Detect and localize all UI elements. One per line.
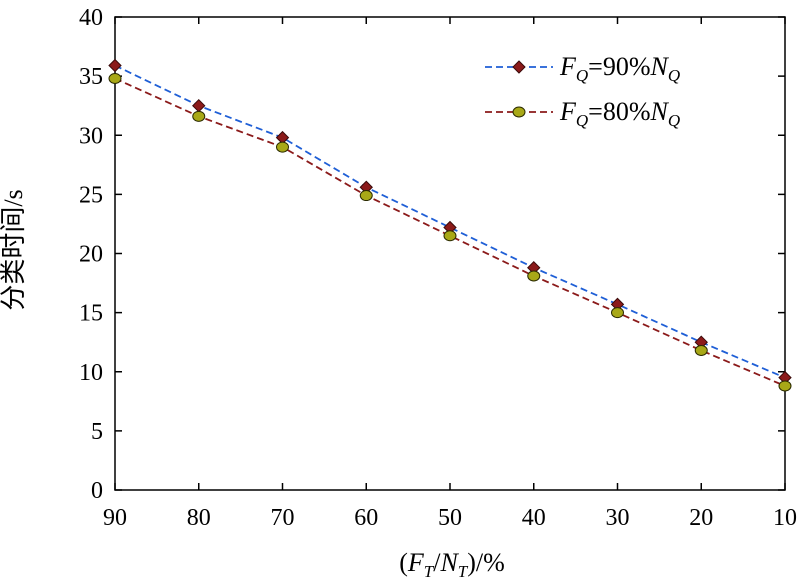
- data-point-circle: [108, 72, 122, 84]
- y-tick-label: 0: [91, 478, 103, 504]
- y-axis-label: 分类时间/s: [0, 189, 28, 310]
- y-tick-label: 25: [79, 182, 103, 208]
- series-2: [108, 72, 792, 392]
- data-point-circle: [192, 110, 206, 122]
- legend-item-1: FQ​=90%NQ​: [485, 52, 680, 85]
- x-tick-label: 70: [271, 505, 295, 531]
- data-point-diamond: [108, 58, 122, 73]
- legend-item-2: FQ​=80%NQ​: [485, 97, 680, 130]
- data-point-diamond: [192, 98, 206, 113]
- x-tick-label: 90: [103, 505, 127, 531]
- x-tick-label: 60: [354, 505, 378, 531]
- data-point-circle: [527, 270, 541, 282]
- x-axis-label: (FT​/NT​)/%: [399, 548, 505, 581]
- plot-frame: [114, 16, 786, 491]
- y-tick-label: 15: [79, 301, 103, 327]
- data-point-circle: [512, 106, 526, 118]
- legend-label: FQ​=80%NQ​: [559, 97, 680, 130]
- data-point-circle: [611, 307, 624, 319]
- data-point-circle: [778, 380, 792, 392]
- y-tick-label: 10: [79, 360, 103, 386]
- series-line: [114, 64, 786, 379]
- x-tick-label: 30: [606, 505, 630, 531]
- data-point-circle: [694, 344, 708, 356]
- y-tick-label: 40: [79, 5, 103, 31]
- x-tick-label: 80: [187, 505, 211, 531]
- x-tick-label: 10: [773, 505, 797, 531]
- x-tick-label: 20: [689, 505, 713, 531]
- y-tick-label: 30: [79, 123, 103, 149]
- series-1: [108, 58, 792, 385]
- y-tick-label: 20: [79, 242, 103, 268]
- legend-label: FQ​=90%NQ​: [559, 52, 680, 85]
- data-point-diamond: [512, 60, 526, 74]
- legend: FQ​=90%NQ​ FQ​=80%NQ​: [485, 52, 680, 130]
- series-layer: [108, 58, 792, 392]
- x-tick-label: 50: [438, 505, 462, 531]
- series-line: [114, 77, 786, 387]
- axes: 0 5 10 15 20 25 30 35 40 90 80 70 60 50 40 30 20 10: [79, 5, 797, 531]
- y-tick-label: 5: [91, 419, 103, 445]
- data-point-circle: [276, 141, 289, 153]
- y-tick-label: 35: [79, 64, 103, 90]
- data-point-circle: [443, 230, 457, 242]
- x-tick-label: 40: [522, 505, 546, 531]
- data-point-circle: [359, 190, 373, 202]
